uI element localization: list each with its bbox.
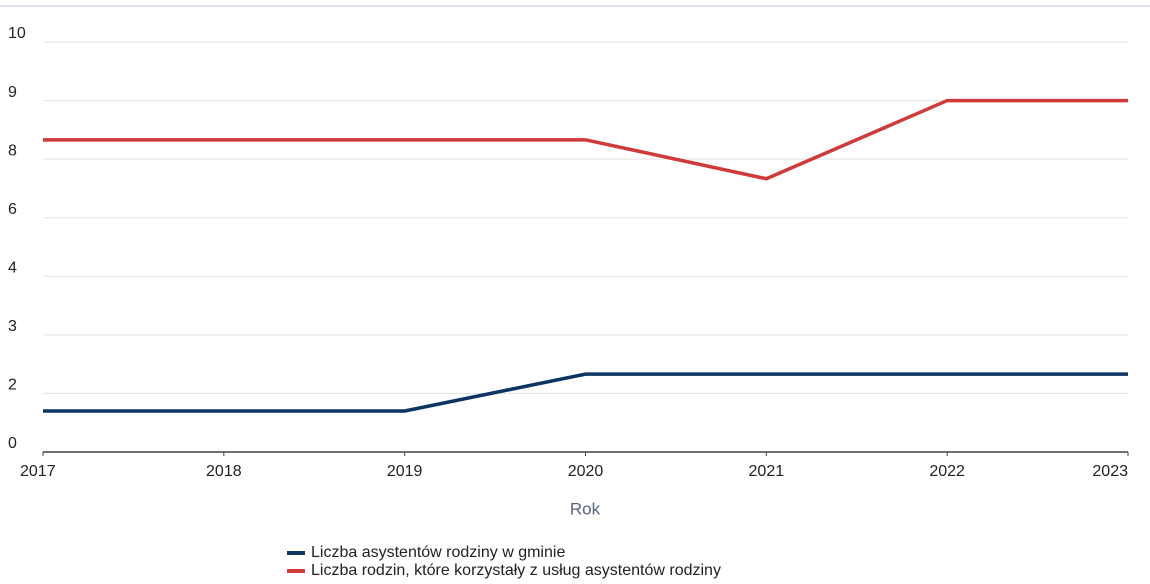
x-tick-label: 2018 xyxy=(206,463,242,480)
x-axis-label: Rok xyxy=(570,499,601,518)
x-tick-label: 2023 xyxy=(1092,463,1128,480)
y-tick-label: 8 xyxy=(8,142,17,159)
y-tick-label: 4 xyxy=(8,260,17,277)
legend-label: Liczba rodzin, które korzystały z usług … xyxy=(311,562,721,579)
y-tick-label: 2 xyxy=(8,377,17,394)
series-line xyxy=(43,98,1128,181)
series-line xyxy=(43,372,1128,413)
y-tick-label: 6 xyxy=(8,201,17,218)
x-tick-label: 2020 xyxy=(568,463,604,480)
x-tick-label: 2019 xyxy=(387,463,423,480)
legend-swatch xyxy=(287,569,305,573)
y-tick-label: 3 xyxy=(8,318,17,335)
legend-swatch xyxy=(287,551,305,555)
x-tick-label: 2021 xyxy=(749,463,785,480)
y-tick-label: 0 xyxy=(8,435,17,452)
x-tick-label: 2017 xyxy=(20,463,56,480)
legend-label: Liczba asystentów rodziny w gminie xyxy=(311,544,565,561)
x-tick-label: 2022 xyxy=(929,463,965,480)
y-tick-label: 9 xyxy=(8,84,17,101)
y-tick-label: 10 xyxy=(8,25,26,42)
